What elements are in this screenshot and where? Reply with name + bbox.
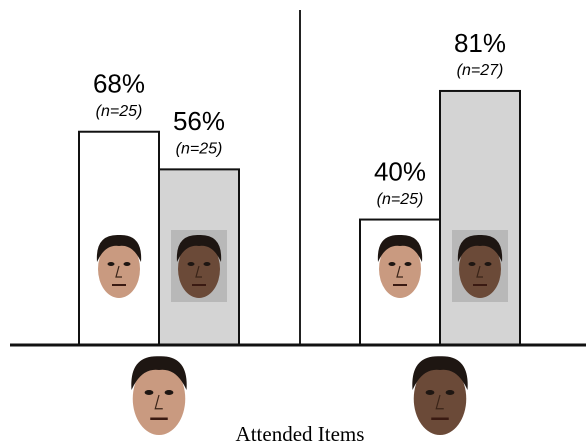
face-eye (188, 262, 195, 266)
chart: 68% (n=25) 40% (n=25) 56% (n=25) 81% (n=27) Att… (0, 0, 586, 448)
n-label: (n=25) (377, 191, 424, 208)
n-label: (n=25) (96, 103, 143, 120)
face-eye (469, 262, 476, 266)
face-icon (97, 235, 141, 298)
face-icon (412, 356, 467, 435)
face-icon (378, 235, 422, 298)
face-icon (131, 356, 186, 435)
face-icon (171, 230, 227, 302)
face-eye (108, 262, 115, 266)
face-eye (124, 262, 131, 266)
bar (440, 91, 520, 345)
face-eye (446, 390, 455, 395)
page: 68% (n=25) 40% (n=25) 56% (n=25) 81% (n=27) Att… (0, 0, 586, 448)
face-icon (452, 230, 508, 302)
value-label: 68% (93, 69, 145, 99)
value-label: 40% (374, 156, 426, 186)
face-eye (145, 390, 154, 395)
value-label: 81% (454, 28, 506, 58)
face-eye (485, 262, 492, 266)
value-label: 56% (173, 106, 225, 136)
face-eye (405, 262, 412, 266)
face-eye (165, 390, 174, 395)
face-eye (204, 262, 211, 266)
n-label: (n=27) (457, 62, 504, 79)
x-axis-label: Attended Items (236, 422, 365, 446)
n-label: (n=25) (176, 141, 223, 158)
face-eye (426, 390, 435, 395)
face-eye (389, 262, 396, 266)
